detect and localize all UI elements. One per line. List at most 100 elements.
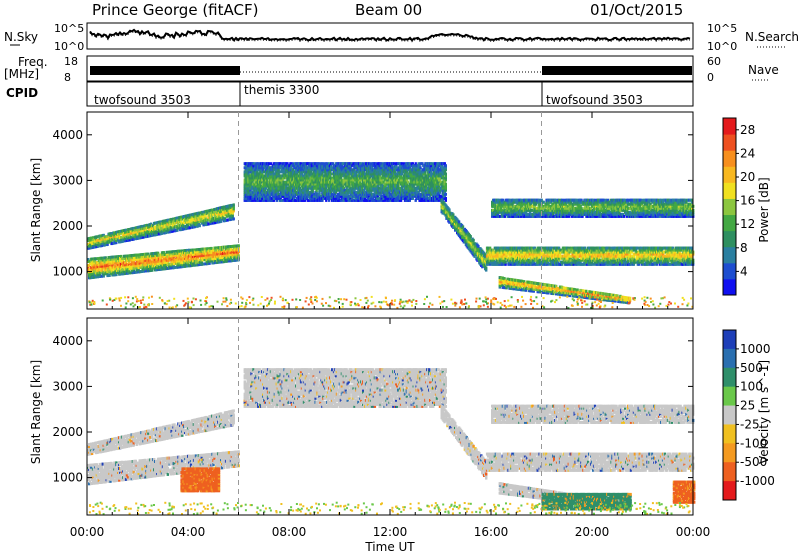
power-cell bbox=[304, 164, 308, 168]
power-cell bbox=[116, 236, 119, 240]
power-cell bbox=[253, 170, 256, 174]
power-cell bbox=[200, 213, 203, 217]
power-cell bbox=[339, 176, 343, 180]
power-cell bbox=[229, 208, 232, 211]
power-cell bbox=[312, 166, 315, 170]
power-cell bbox=[182, 217, 185, 221]
power-cell bbox=[206, 251, 209, 255]
power-cell bbox=[311, 178, 314, 182]
power-cell bbox=[269, 162, 273, 166]
power-cell bbox=[275, 198, 278, 202]
power-cell bbox=[91, 243, 95, 247]
power-cell bbox=[292, 168, 295, 172]
power-cell bbox=[317, 180, 320, 184]
power-cell bbox=[178, 257, 181, 261]
power-cell bbox=[308, 174, 311, 178]
power-cell bbox=[124, 267, 128, 271]
power-cell bbox=[151, 268, 154, 272]
power-cell bbox=[356, 168, 359, 172]
power-cell bbox=[263, 188, 267, 192]
power-cell bbox=[414, 162, 417, 166]
power-cell bbox=[99, 234, 102, 238]
power-cell bbox=[110, 236, 113, 239]
power-cell bbox=[386, 164, 389, 168]
station-title: Prince George (fitACF) bbox=[92, 1, 258, 19]
power-cell bbox=[429, 186, 432, 190]
power-cell bbox=[118, 255, 121, 259]
power-cell bbox=[186, 264, 189, 268]
power-cell bbox=[342, 166, 345, 170]
power-cell bbox=[190, 263, 194, 267]
power-cell bbox=[225, 259, 229, 263]
power-cell bbox=[163, 259, 167, 263]
power-cell bbox=[341, 170, 344, 174]
power-cell bbox=[277, 192, 280, 196]
power-cell bbox=[127, 232, 131, 236]
power-cell bbox=[341, 184, 344, 188]
power-cell bbox=[392, 180, 395, 184]
power-cell bbox=[297, 178, 301, 182]
power-cell bbox=[230, 203, 233, 207]
power-cell bbox=[282, 172, 285, 176]
power-cell bbox=[148, 262, 151, 266]
power-cell bbox=[377, 176, 380, 180]
power-cell bbox=[108, 267, 111, 271]
power-cell bbox=[207, 222, 210, 226]
power-cell bbox=[350, 194, 353, 198]
power-cell bbox=[223, 217, 227, 221]
power-cell bbox=[295, 164, 298, 168]
power-cell bbox=[318, 166, 321, 170]
power-cell bbox=[412, 174, 415, 178]
power-cell bbox=[197, 213, 200, 217]
power-cell bbox=[382, 196, 385, 200]
nave-label: Nave bbox=[748, 63, 779, 77]
power-cell bbox=[225, 249, 229, 253]
power-cell bbox=[163, 229, 166, 233]
power-cell bbox=[352, 186, 355, 190]
power-cell bbox=[405, 178, 409, 182]
power-cell bbox=[156, 251, 160, 255]
power-cell bbox=[232, 203, 235, 207]
power-cell bbox=[232, 205, 235, 209]
power-cell bbox=[212, 248, 215, 252]
power-cell bbox=[421, 194, 424, 198]
power-cell bbox=[120, 254, 123, 258]
power-cell bbox=[343, 170, 346, 174]
power-cell bbox=[144, 269, 147, 273]
power-cell bbox=[360, 162, 363, 166]
power-cell bbox=[321, 198, 324, 202]
power-cell bbox=[260, 198, 263, 202]
power-cell bbox=[399, 194, 403, 198]
power-cell bbox=[106, 272, 109, 276]
power-cell bbox=[332, 190, 336, 194]
power-cell bbox=[398, 170, 401, 174]
power-cell bbox=[116, 234, 119, 238]
nave-tick-top: 60 bbox=[707, 55, 721, 68]
power-cell bbox=[218, 212, 222, 216]
power-cell bbox=[330, 190, 333, 194]
power-cell bbox=[328, 196, 331, 200]
power-cell bbox=[380, 196, 383, 200]
power-cell bbox=[183, 221, 186, 225]
power-cell bbox=[263, 198, 266, 202]
power-cell bbox=[320, 194, 323, 198]
power-cell bbox=[312, 168, 315, 172]
power-cell bbox=[181, 265, 184, 269]
power-cell bbox=[94, 267, 98, 271]
power-cell bbox=[251, 198, 254, 202]
power-cell bbox=[421, 198, 424, 202]
power-cell bbox=[378, 182, 381, 186]
power-cell bbox=[368, 176, 372, 180]
power-cell bbox=[328, 168, 331, 172]
power-cell bbox=[170, 254, 173, 258]
power-cell bbox=[254, 194, 257, 198]
power-cell bbox=[398, 186, 402, 190]
power-cell bbox=[110, 232, 113, 235]
power-cell bbox=[407, 168, 411, 172]
cpid-segment-2: themis 3300 bbox=[244, 83, 319, 97]
power-cell bbox=[387, 184, 390, 188]
power-cell bbox=[371, 182, 375, 186]
power-cell bbox=[105, 239, 108, 243]
power-cell bbox=[145, 256, 148, 260]
